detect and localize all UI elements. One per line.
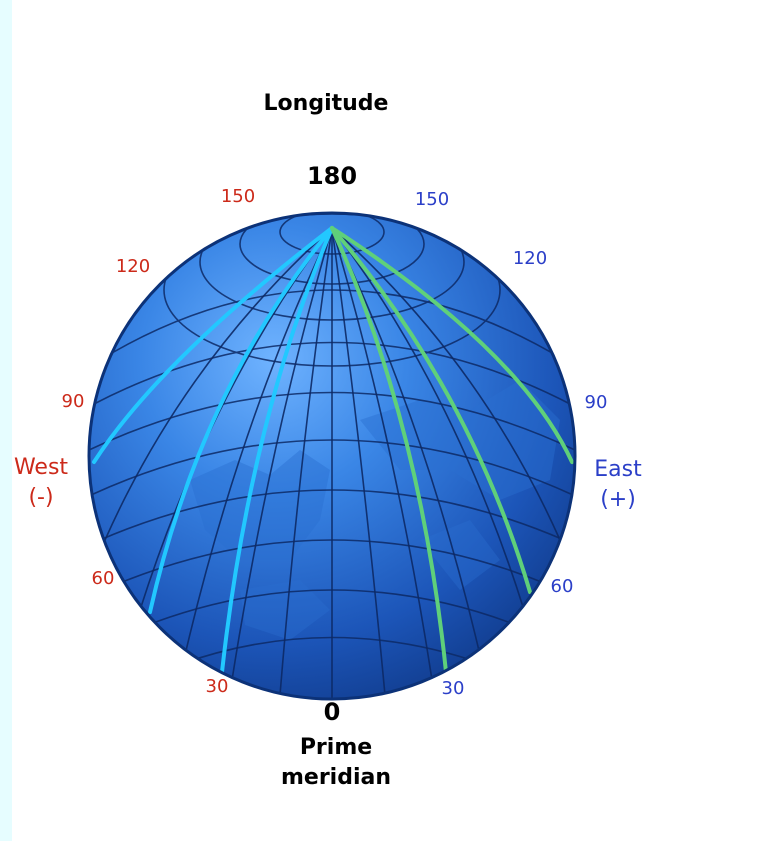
east-tick-120: 120: [513, 248, 547, 269]
west-tick-120: 120: [116, 256, 150, 277]
diagram-title: Longitude: [264, 91, 389, 116]
east-tick-90: 90: [585, 392, 608, 413]
west-tick-150: 150: [221, 186, 255, 207]
prime-meridian-line2: meridian: [281, 765, 391, 790]
west-tick-30: 30: [206, 676, 229, 697]
top-longitude-label: 180: [307, 162, 357, 190]
east-tick-150: 150: [415, 189, 449, 210]
east-tick-60: 60: [551, 576, 574, 597]
west-sign: (-): [28, 485, 53, 510]
east-label: East: [594, 457, 642, 482]
west-tick-60: 60: [92, 568, 115, 589]
west-label: West: [14, 455, 68, 480]
east-tick-30: 30: [442, 678, 465, 699]
west-tick-90: 90: [62, 391, 85, 412]
prime-meridian-line1: Prime: [300, 735, 372, 760]
east-sign: (+): [600, 487, 636, 512]
bottom-longitude-label: 0: [324, 698, 341, 726]
globe-icon: [87, 211, 577, 701]
